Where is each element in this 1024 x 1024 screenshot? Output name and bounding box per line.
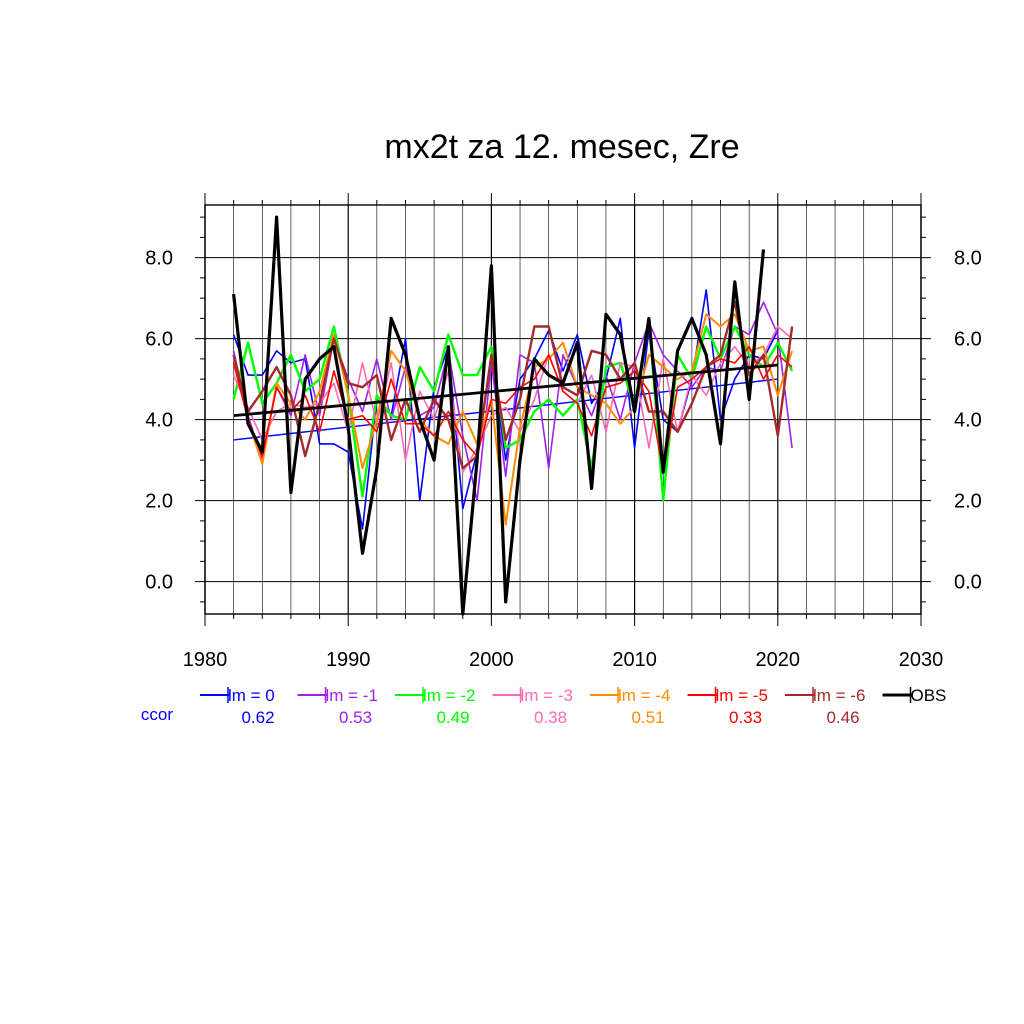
y-tick-label-left: 8.0 (145, 248, 173, 270)
legend-ccor-value: 0.33 (729, 708, 762, 727)
series-line (232, 215, 766, 616)
plot-frame (204, 204, 922, 615)
x-tick-label: 1990 (326, 649, 371, 671)
x-tick-label: 2000 (469, 649, 514, 671)
x-tick-label: 1980 (183, 649, 228, 671)
series-line (232, 301, 793, 502)
trend-line (233, 378, 778, 441)
legend-ccor-value: 0.38 (534, 708, 567, 727)
x-tick-label: 2030 (899, 649, 944, 671)
legend-label: lm = 0 (228, 686, 275, 705)
grid (204, 205, 922, 614)
legend-ccor-value: 0.51 (631, 708, 664, 727)
chart-title: mx2t za 12. mesec, Zre (384, 128, 739, 166)
legend-label: lm = -1 (326, 686, 378, 705)
legend-ccor-value: 0.46 (826, 708, 859, 727)
legend-ccor-value: 0.53 (339, 708, 372, 727)
legend-label: lm = -4 (618, 686, 670, 705)
series-layer (232, 215, 794, 616)
y-tick-label-right: 0.0 (954, 572, 982, 594)
y-tick-label-left: 0.0 (145, 572, 173, 594)
y-tick-label-right: 2.0 (954, 491, 982, 513)
legend-label: OBS (911, 686, 947, 705)
legend-label: lm = -5 (716, 686, 768, 705)
x-tick-label: 2020 (756, 649, 801, 671)
y-tick-label-left: 2.0 (145, 491, 173, 513)
x-tick-label: 2010 (612, 649, 657, 671)
legend-label: lm = -6 (813, 686, 865, 705)
y-tick-label-left: 6.0 (145, 329, 173, 351)
y-tick-label-right: 6.0 (954, 329, 982, 351)
legend: ccor lm = 0 0.62 lm = -1 0.53 lm = -2 0.49 lm =… (141, 686, 947, 727)
y-tick-label-left: 4.0 (145, 410, 173, 432)
y-tick-label-right: 4.0 (954, 410, 982, 432)
legend-ccor-label: ccor (141, 705, 173, 724)
legend-ccor-value: 0.49 (436, 708, 469, 727)
series-line (232, 301, 794, 470)
y-tick-label-right: 8.0 (954, 248, 982, 270)
ticks: 0.0 0.0 2.0 2.0 4.0 4.0 6.0 6.0 8.0 8.0 1980 1990 20… (145, 193, 982, 671)
trend-line (233, 363, 778, 417)
legend-label: lm = -3 (521, 686, 573, 705)
legend-label: lm = -2 (423, 686, 475, 705)
series-line (232, 313, 794, 526)
series-line (232, 325, 793, 474)
legend-ccor-value: 0.62 (241, 708, 274, 727)
